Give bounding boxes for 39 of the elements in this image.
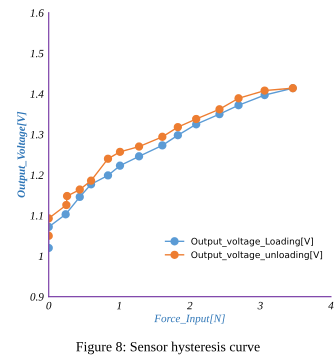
x-tick-label: 4 xyxy=(328,302,334,310)
point xyxy=(174,131,182,140)
point xyxy=(116,161,124,170)
y-tick-label: 1.3 xyxy=(30,130,44,138)
y-tick-label: 1.5 xyxy=(30,50,44,58)
point xyxy=(134,152,144,160)
point xyxy=(76,192,84,202)
legend-label: Output_voltage_Loading[V] xyxy=(191,238,313,247)
point xyxy=(134,142,144,151)
x-tick-label: 2 xyxy=(187,302,192,310)
point xyxy=(158,141,166,150)
point xyxy=(61,210,70,218)
point xyxy=(215,105,224,114)
point xyxy=(76,185,84,194)
y-tick-label: 0.9 xyxy=(30,293,44,301)
y-tick-label: 1.1 xyxy=(30,212,43,220)
caption: Figure 8: Sensor hysteresis curve xyxy=(76,342,260,354)
point xyxy=(234,94,243,102)
point xyxy=(260,86,269,95)
point xyxy=(234,101,243,110)
point xyxy=(116,148,124,156)
point xyxy=(104,171,112,180)
point xyxy=(62,192,72,200)
point xyxy=(158,132,166,142)
x-tick-label: 3 xyxy=(258,302,263,310)
y-tick-label: 1.4 xyxy=(30,90,44,98)
legend-label: Output_voltage_unloading[V] xyxy=(191,251,322,260)
x-axis-title: Force_Input[N] xyxy=(154,314,225,324)
y-tick-label: 1.2 xyxy=(30,171,44,179)
y-tick-label: 1.6 xyxy=(30,9,44,17)
x-tick-label: 0 xyxy=(46,302,52,310)
point xyxy=(192,114,200,124)
point xyxy=(62,200,71,210)
y-axis-title: Output_Voltage[V] xyxy=(17,112,28,198)
y-tick-label: 1 xyxy=(38,252,43,260)
point xyxy=(86,176,96,185)
point xyxy=(104,154,112,163)
x-tick-label: 1 xyxy=(116,302,121,310)
point xyxy=(174,122,182,132)
